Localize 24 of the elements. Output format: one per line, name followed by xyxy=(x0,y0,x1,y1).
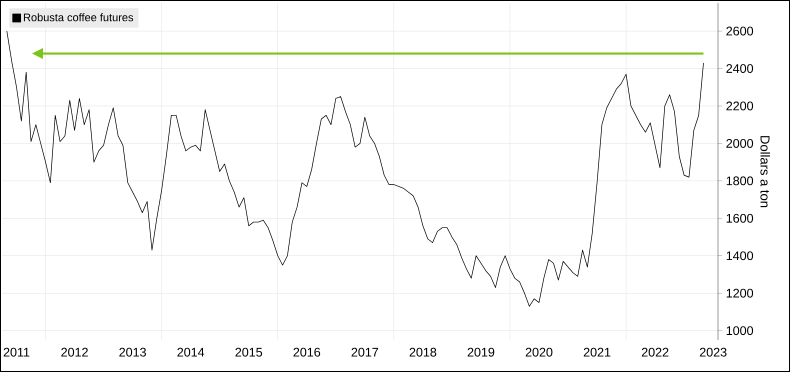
x-tick-label: 2022 xyxy=(642,348,668,357)
legend-label: Robusta coffee futures xyxy=(24,13,134,22)
y-tick-label: 1400 xyxy=(726,251,754,260)
y-tick-label: 1800 xyxy=(726,176,754,186)
x-tick-label: 2016 xyxy=(294,348,320,357)
x-tick-label: 2012 xyxy=(61,348,88,357)
y-axis-title: Dollars a ton xyxy=(760,136,770,208)
y-tick-label: 2400 xyxy=(726,64,754,73)
x-tick-label: 2017 xyxy=(352,348,378,357)
y-tick-label: 1600 xyxy=(726,214,754,223)
y-tick-label: 2200 xyxy=(726,102,754,110)
x-tick-label: 2021 xyxy=(584,348,610,357)
x-tick-label: 2014 xyxy=(177,348,204,357)
x-tick-label: 2018 xyxy=(410,348,436,357)
y-tick-label: 1000 xyxy=(726,326,754,336)
y-tick-label: 2000 xyxy=(726,138,754,148)
x-tick-label: 2011 xyxy=(4,348,30,357)
y-tick-label: 1200 xyxy=(726,288,754,298)
x-tick-label: 2023 xyxy=(700,348,727,357)
y-tick-label: 2600 xyxy=(726,26,754,36)
x-tick-label: 2015 xyxy=(235,348,262,357)
x-tick-label: 2019 xyxy=(468,348,494,357)
x-tick-label: 2020 xyxy=(526,348,552,357)
x-tick-label: 2013 xyxy=(119,348,146,357)
